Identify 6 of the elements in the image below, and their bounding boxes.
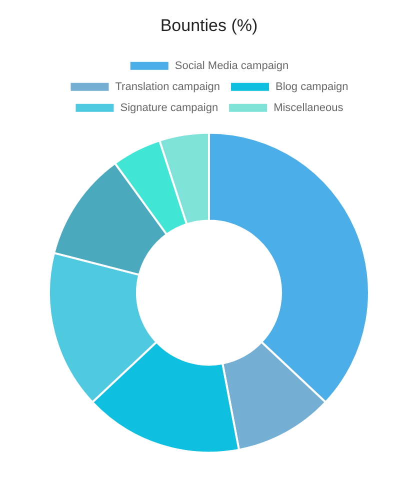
legend-label: Miscellaneous <box>274 102 344 114</box>
legend-label: Blog campaign <box>275 80 348 93</box>
legend-label: Signature campaign <box>120 102 218 114</box>
chart-title: Bounties (%) <box>160 16 258 35</box>
legend-label: Social Media campaign <box>174 60 289 72</box>
legend-label: Translation campaign <box>115 80 220 93</box>
